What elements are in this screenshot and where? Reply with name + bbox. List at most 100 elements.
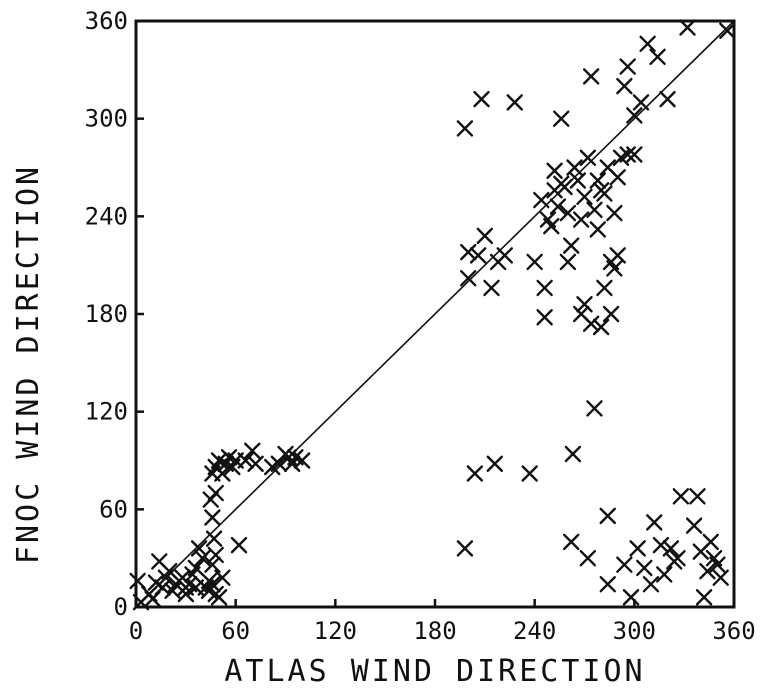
data-point — [576, 188, 593, 206]
data-point — [685, 517, 703, 534]
data-point — [669, 549, 686, 567]
data-point — [460, 269, 477, 287]
data-point — [702, 533, 719, 551]
data-point — [200, 572, 218, 590]
data-point — [129, 572, 146, 590]
data-point — [293, 452, 311, 469]
data-point — [210, 589, 228, 606]
data-point — [456, 540, 474, 557]
data-point — [652, 536, 670, 554]
data-point — [506, 94, 523, 111]
data-point — [230, 536, 248, 554]
data-point — [616, 77, 633, 95]
data-point — [656, 566, 673, 583]
data-point — [237, 452, 254, 469]
data-point — [247, 455, 264, 472]
y-tick-label: 60 — [99, 495, 128, 523]
data-point — [204, 509, 221, 526]
x-tick-label: 300 — [613, 617, 656, 645]
data-point — [536, 279, 553, 297]
data-point — [563, 237, 580, 254]
data-point — [609, 247, 626, 264]
x-tick-label: 60 — [221, 617, 250, 645]
y-axis-ticks: 0 60 120 180 240 300 360 — [85, 7, 144, 621]
data-point — [187, 559, 205, 577]
data-point — [521, 465, 538, 482]
data-point — [712, 569, 729, 586]
data-point — [207, 546, 224, 564]
data-point — [572, 211, 590, 228]
x-tick-label: 240 — [513, 617, 556, 645]
data-point — [639, 35, 656, 52]
data-point — [626, 107, 643, 124]
data-point — [659, 90, 676, 108]
data-point — [602, 305, 620, 323]
data-point — [460, 243, 477, 261]
x-axis-ticks: 0 60 120 180 240 300 360 — [129, 599, 756, 645]
data-point — [586, 201, 603, 219]
y-tick-label: 120 — [85, 398, 128, 426]
data-point — [559, 204, 577, 222]
data-point — [609, 169, 626, 186]
data-point — [456, 120, 474, 137]
data-point — [207, 484, 224, 502]
data-point — [543, 217, 560, 235]
data-point — [204, 556, 221, 573]
x-tick-label: 120 — [314, 617, 357, 645]
data-point — [662, 540, 680, 557]
y-tick-label: 360 — [85, 7, 128, 35]
data-point — [589, 221, 606, 238]
data-point — [270, 455, 288, 472]
data-point — [576, 296, 593, 313]
data-point — [177, 585, 195, 603]
data-point — [154, 579, 171, 596]
data-point — [599, 576, 616, 593]
data-point — [582, 315, 600, 332]
data-point — [556, 178, 573, 196]
data-point — [642, 576, 660, 593]
data-point — [672, 488, 690, 505]
data-point — [190, 540, 208, 557]
data-point — [546, 162, 563, 179]
data-point — [599, 507, 616, 525]
data-point — [606, 204, 623, 222]
data-point — [476, 227, 494, 245]
data-point — [619, 146, 636, 163]
data-point — [592, 318, 610, 336]
data-point — [709, 556, 726, 573]
data-point — [486, 455, 503, 472]
data-point — [596, 279, 613, 297]
data-point — [569, 172, 587, 189]
data-point — [564, 445, 582, 463]
data-point — [563, 533, 580, 551]
data-point — [466, 465, 484, 482]
data-point — [646, 514, 663, 531]
data-point — [553, 110, 570, 127]
data-point — [619, 58, 636, 75]
data-point — [689, 488, 706, 505]
data-point — [582, 68, 600, 85]
x-tick-label: 360 — [712, 617, 755, 645]
data-point — [214, 465, 231, 482]
data-point — [496, 247, 513, 264]
data-point — [719, 22, 736, 39]
y-tick-label: 240 — [85, 202, 128, 230]
data-point — [566, 159, 583, 176]
reference-diagonal-line — [135, 20, 735, 608]
data-point — [526, 253, 543, 271]
data-point — [483, 279, 500, 297]
y-tick-label: 0 — [114, 593, 128, 621]
data-point — [473, 90, 490, 108]
data-point — [536, 309, 553, 326]
data-point — [579, 549, 597, 567]
data-point — [622, 589, 640, 606]
x-tick-label: 180 — [413, 617, 456, 645]
scatter-points — [129, 19, 736, 611]
data-point — [596, 185, 613, 202]
data-point — [469, 247, 487, 264]
data-point — [636, 559, 653, 577]
data-point — [699, 562, 716, 580]
data-point — [632, 94, 650, 111]
data-point — [579, 149, 597, 166]
data-point — [606, 260, 623, 277]
